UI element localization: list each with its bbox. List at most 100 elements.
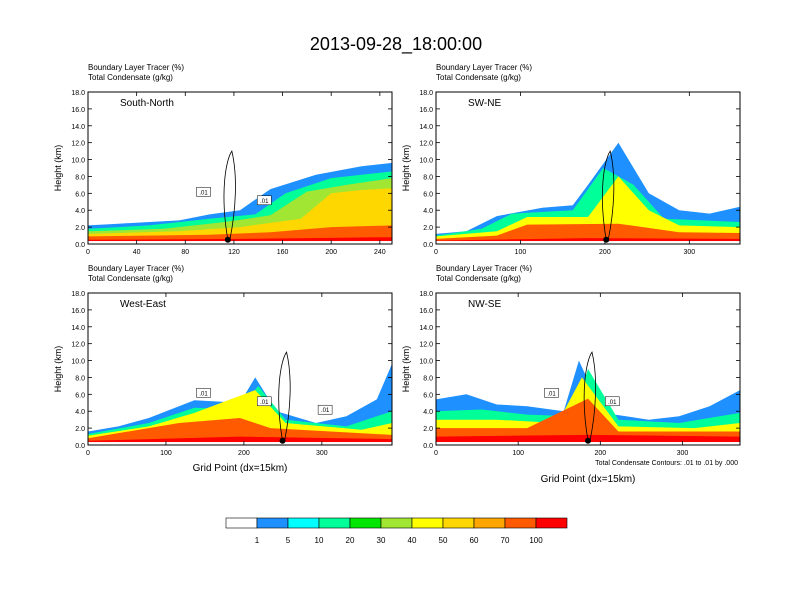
panel-subtitle: Boundary Layer Tracer (%) <box>88 264 184 273</box>
colorbar-label: 40 <box>408 536 417 545</box>
condensate-contour <box>278 351 291 441</box>
y-tick-label: 0.0 <box>75 242 85 249</box>
y-tick-label: 4.0 <box>423 208 433 215</box>
x-tick-label: 0 <box>86 450 90 457</box>
y-tick-label: 8.0 <box>423 174 433 181</box>
x-tick-label: 300 <box>683 249 695 256</box>
panel-label: NW-SE <box>468 299 501 310</box>
y-tick-label: 2.0 <box>75 426 85 433</box>
colorbar-swatch <box>535 517 568 529</box>
contour-label: .01 <box>547 391 556 397</box>
plot-area <box>436 92 740 244</box>
colorbar-label: 50 <box>439 536 448 545</box>
contour-label: .01 <box>260 199 269 205</box>
terrain-mask <box>88 241 392 244</box>
colorbar-swatch <box>473 517 506 529</box>
y-tick-label: 10.0 <box>71 359 85 366</box>
y-tick-label: 0.0 <box>423 443 433 450</box>
y-tick-label: 8.0 <box>423 375 433 382</box>
y-tick-label: 6.0 <box>423 191 433 198</box>
terrain-mask <box>436 241 740 244</box>
condensate-contour <box>583 351 597 441</box>
x-tick-label: 300 <box>316 450 328 457</box>
x-tick-label: 100 <box>512 450 524 457</box>
plot-area <box>436 293 740 445</box>
y-tick-label: 16.0 <box>419 308 433 315</box>
location-marker <box>279 437 286 444</box>
contour-label-box <box>257 195 272 206</box>
colorbar-swatch <box>225 517 258 529</box>
y-tick-label: 2.0 <box>423 426 433 433</box>
panels: Boundary Layer Tracer (%)Total Condensat… <box>53 63 741 485</box>
contour-label: .01 <box>199 391 208 397</box>
panel-label: South-North <box>120 98 174 109</box>
y-tick-label: 10.0 <box>71 158 85 165</box>
y-tick-label: 16.0 <box>419 107 433 114</box>
x-tick-label: 40 <box>133 249 141 256</box>
location-marker <box>224 236 231 243</box>
colorbar-label: 5 <box>286 536 291 545</box>
y-tick-label: 14.0 <box>71 124 85 131</box>
y-tick-label: 14.0 <box>419 124 433 131</box>
location-marker <box>603 236 610 243</box>
x-tick-label: 200 <box>325 249 337 256</box>
y-tick-label: 16.0 <box>71 308 85 315</box>
y-tick-label: 4.0 <box>75 409 85 416</box>
colorbar-label: 10 <box>315 536 324 545</box>
y-axis-label: Height (km) <box>401 346 411 393</box>
contour-label: .01 <box>199 190 208 196</box>
contour-label: .01 <box>260 400 269 406</box>
contour-label-box <box>605 396 620 407</box>
colorbar-swatch <box>287 517 320 529</box>
panel-subtitle: Boundary Layer Tracer (%) <box>88 63 184 72</box>
x-tick-label: 300 <box>677 450 689 457</box>
colorbar-swatch <box>318 517 351 529</box>
y-axis-label: Height (km) <box>53 346 63 393</box>
plot-frame <box>87 91 393 245</box>
figure-title: 2013-09-28_18:00:00 <box>310 34 482 55</box>
x-tick-label: 0 <box>434 249 438 256</box>
y-tick-label: 0.0 <box>75 443 85 450</box>
y-tick-label: 6.0 <box>423 392 433 399</box>
plot-frame <box>87 292 393 446</box>
x-tick-label: 100 <box>515 249 527 256</box>
y-tick-label: 6.0 <box>75 392 85 399</box>
colorbar-swatch <box>349 517 382 529</box>
contour-label-box <box>196 388 211 398</box>
x-tick-label: 120 <box>228 249 240 256</box>
x-tick-label: 80 <box>181 249 189 256</box>
x-axis-label: Grid Point (dx=15km) <box>541 474 636 485</box>
y-tick-label: 8.0 <box>75 375 85 382</box>
colorbar-label: 30 <box>377 536 386 545</box>
y-tick-label: 2.0 <box>423 225 433 232</box>
colorbar-label: 100 <box>529 536 543 545</box>
y-tick-label: 6.0 <box>75 191 85 198</box>
y-tick-label: 10.0 <box>419 158 433 165</box>
colorbar-label: 70 <box>501 536 510 545</box>
y-tick-label: 14.0 <box>419 325 433 332</box>
colorbar-swatch <box>380 517 413 529</box>
panel-2: Boundary Layer Tracer (%)Total Condensat… <box>401 63 741 256</box>
y-axis-label: Height (km) <box>401 145 411 192</box>
y-tick-label: 18.0 <box>71 90 85 97</box>
contour-footnote: Total Condensate Contours: .01 to .01 by… <box>595 460 738 467</box>
x-tick-label: 200 <box>594 450 606 457</box>
contour-label-box <box>317 404 333 415</box>
colorbar-swatch <box>411 517 444 529</box>
contour-label-box <box>196 187 211 197</box>
contour-label: .01 <box>321 408 330 414</box>
condensate-contour <box>223 150 236 240</box>
y-tick-label: 14.0 <box>71 325 85 332</box>
y-tick-label: 16.0 <box>71 107 85 114</box>
contour-label-box <box>257 396 272 407</box>
y-tick-label: 8.0 <box>75 174 85 181</box>
y-axis-label: Height (km) <box>53 145 63 192</box>
y-tick-label: 12.0 <box>71 141 85 148</box>
y-tick-label: 2.0 <box>75 225 85 232</box>
x-axis-label: Grid Point (dx=15km) <box>193 463 288 474</box>
colorbar-label: 1 <box>255 536 260 545</box>
y-tick-label: 12.0 <box>71 342 85 349</box>
panel-subtitle: Total Condensate (g/kg) <box>88 73 173 82</box>
panel-4: Boundary Layer Tracer (%)Total Condensat… <box>401 264 741 485</box>
